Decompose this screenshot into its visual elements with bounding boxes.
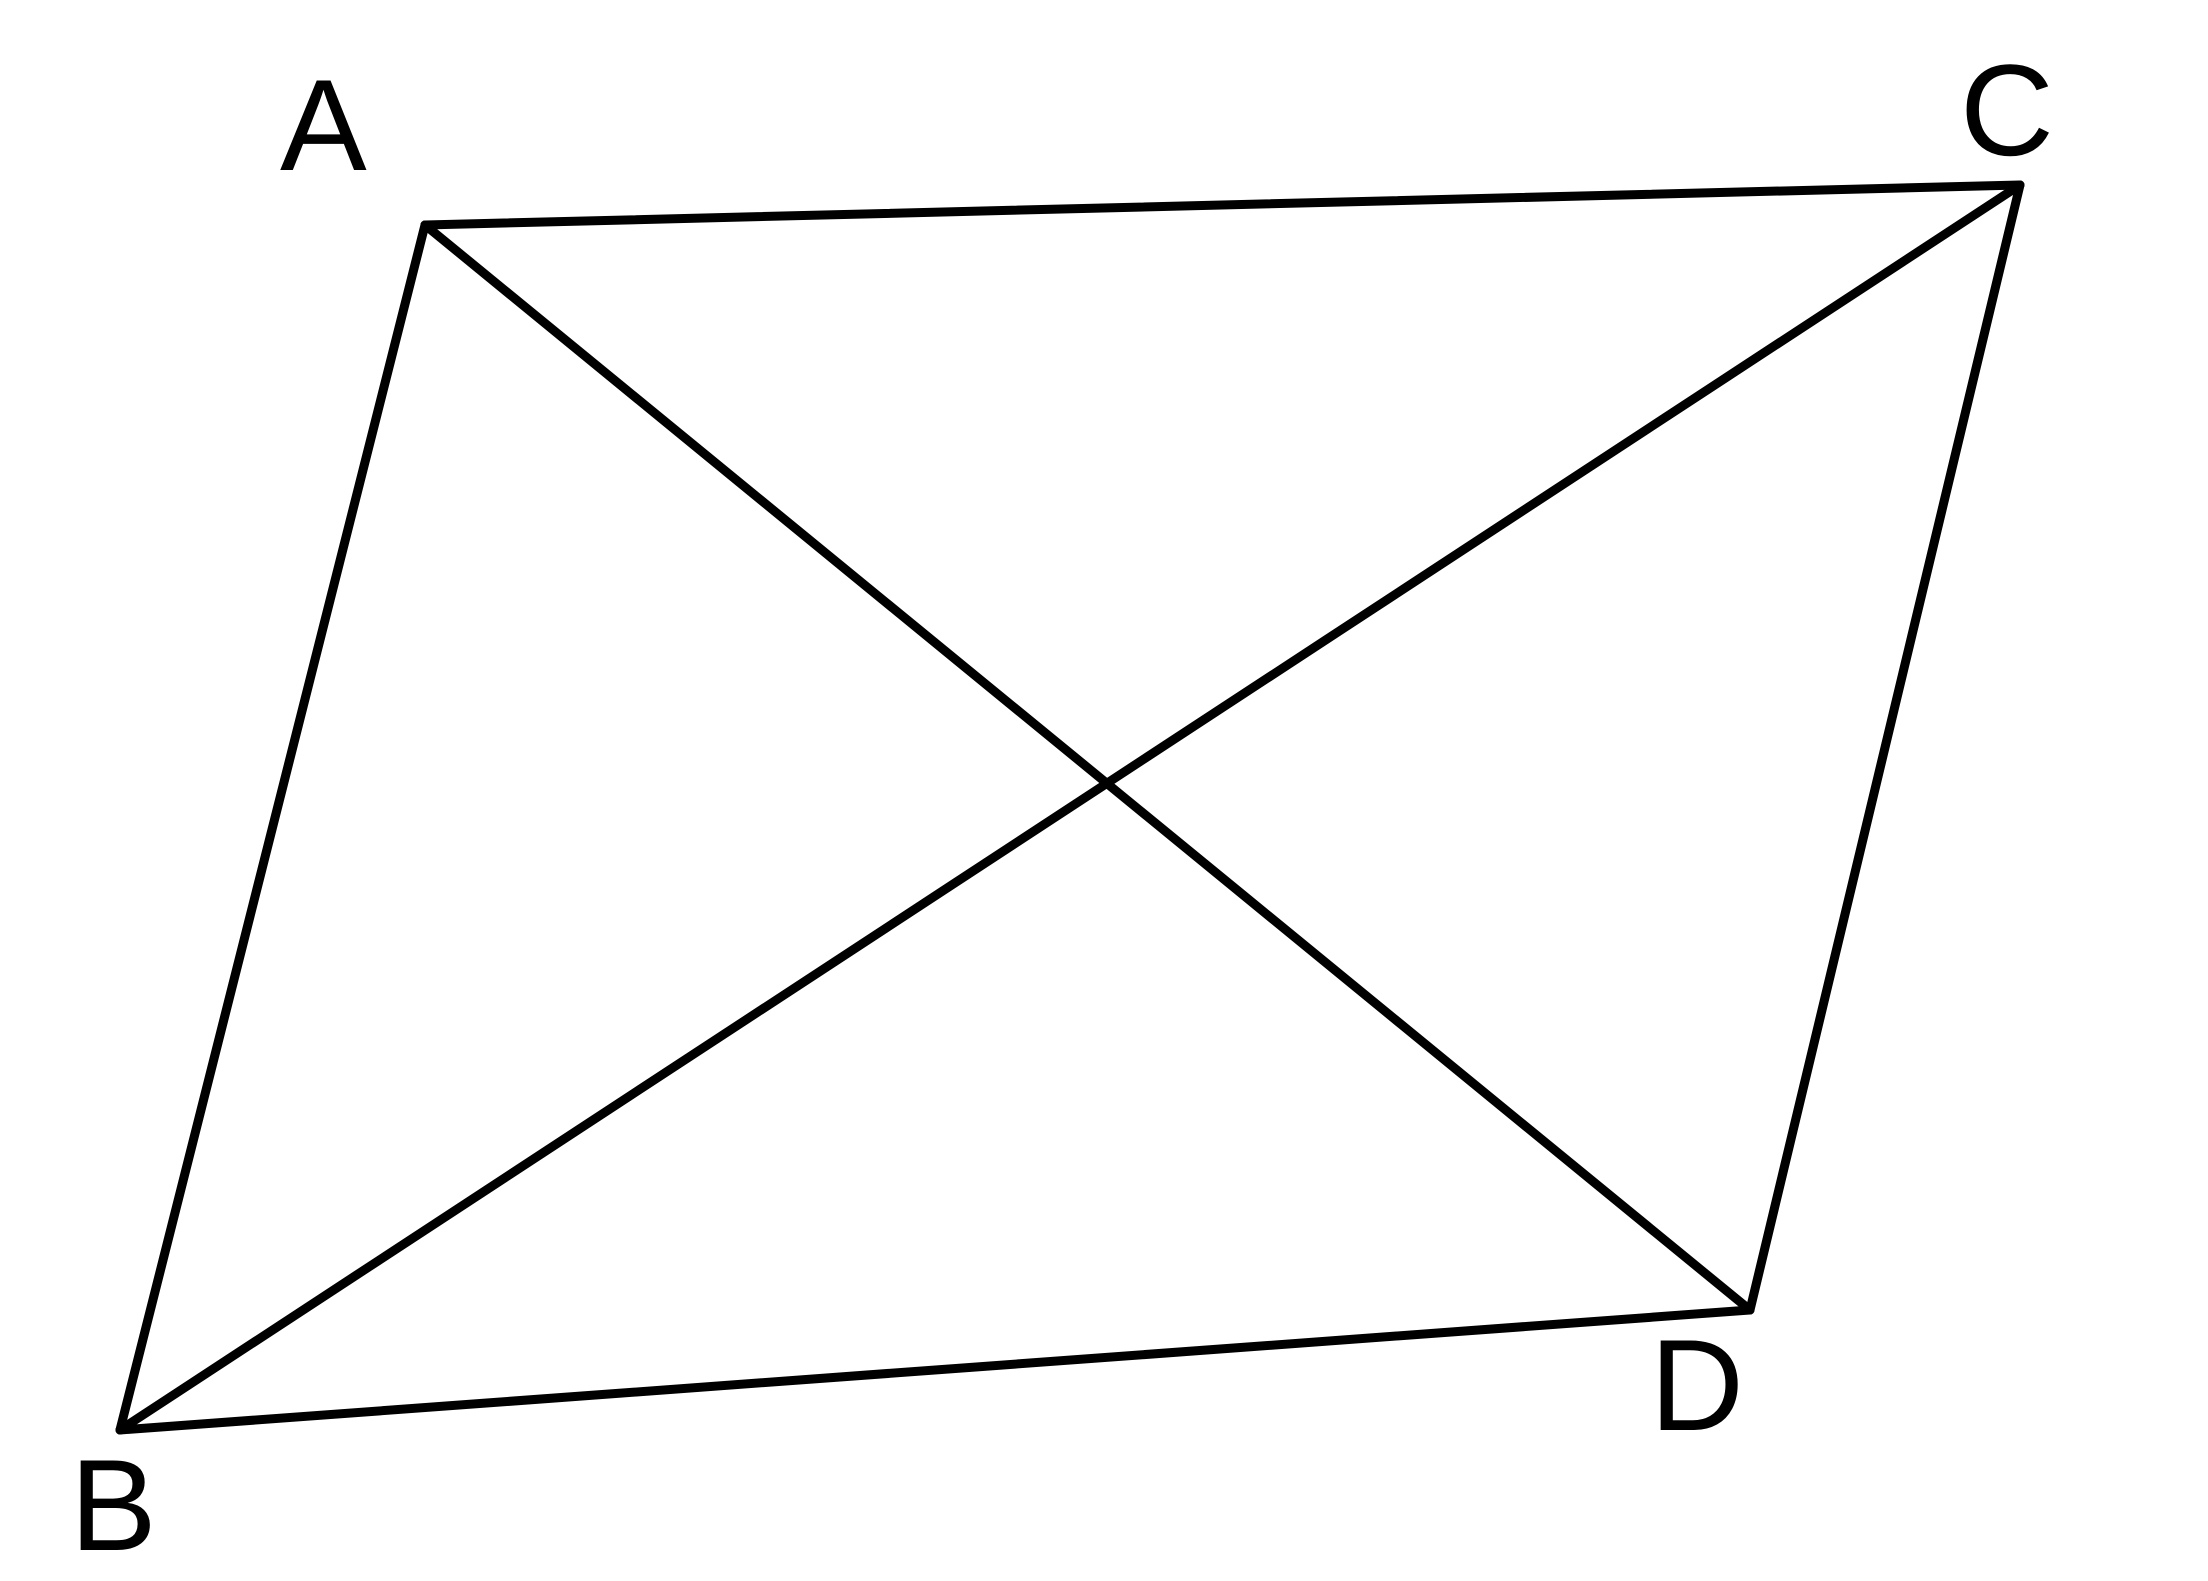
edge-A-C bbox=[425, 185, 2020, 225]
vertex-label-D: D bbox=[1650, 1320, 1744, 1450]
diagonal-A-D bbox=[425, 225, 1750, 1310]
edge-D-B bbox=[120, 1310, 1750, 1430]
diagonal-B-C bbox=[120, 185, 2020, 1430]
vertex-label-A: A bbox=[280, 60, 367, 190]
edge-C-D bbox=[1750, 185, 2020, 1310]
edge-B-A bbox=[120, 225, 425, 1430]
parallelogram-diagram bbox=[0, 0, 2208, 1581]
vertex-label-B: B bbox=[70, 1440, 157, 1570]
edges-group bbox=[120, 185, 2020, 1430]
vertex-label-C: C bbox=[1960, 45, 2054, 175]
